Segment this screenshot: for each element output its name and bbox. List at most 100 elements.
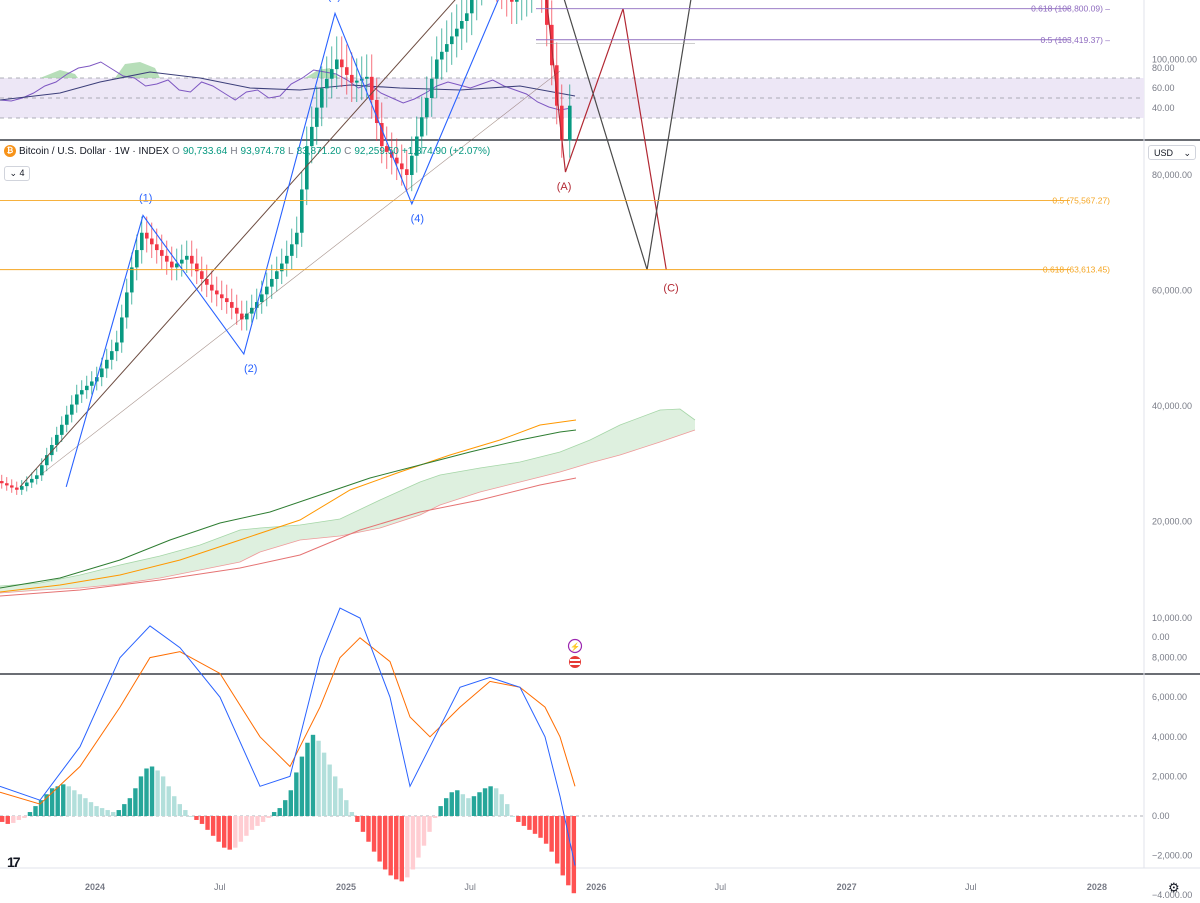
macd-hist-bar — [144, 768, 149, 816]
candle-body — [230, 302, 234, 308]
candle-body — [75, 394, 79, 405]
us-flag-event-icon — [569, 656, 581, 668]
candle-body — [300, 189, 304, 233]
flag-stripe — [570, 659, 580, 661]
macd-hist-bar — [299, 756, 305, 816]
impulse-wave-line — [65, 0, 499, 487]
macd-hist-bar — [266, 816, 271, 818]
macd-hist-bar — [466, 798, 471, 816]
candle-body — [15, 487, 19, 490]
macd-hist-bar — [11, 816, 16, 823]
macd-hist-bar — [555, 816, 560, 864]
candle-body — [435, 59, 439, 79]
macd-hist-bar — [244, 816, 249, 836]
macd-hist-bar — [438, 806, 443, 816]
candle-body — [385, 146, 389, 152]
candle-body — [130, 267, 134, 293]
cloud-edge-top — [0, 408, 696, 587]
macd-hist-bar — [155, 770, 160, 816]
candle-body — [55, 434, 59, 445]
candle-body — [45, 455, 49, 466]
candle-body — [445, 44, 449, 52]
macd-hist-bar — [366, 816, 371, 842]
macd-hist-bar — [83, 798, 88, 816]
fib-levels: 0.618 (108,800.09) – 0.5 (103,419.37) – 0.… — [0, 4, 1110, 275]
macd-hist-bar — [310, 734, 316, 816]
candle-body — [460, 21, 464, 29]
macd-hist-bar — [505, 804, 510, 816]
wave-label: (1) — [139, 192, 152, 204]
macd-hist-bar — [510, 816, 515, 817]
candle-body — [225, 298, 229, 303]
candle-body — [210, 284, 214, 291]
gear-icon[interactable]: ⚙ — [1168, 880, 1180, 895]
macd-hist-bar — [166, 786, 171, 816]
time-tick-label: 2027 — [837, 882, 857, 892]
macd-hist-bar — [27, 812, 33, 816]
low-value: 83,871.20 — [296, 145, 342, 157]
macd-hist-bar — [333, 776, 338, 816]
flag-stripe — [570, 663, 580, 665]
candle-body — [125, 292, 129, 318]
candle-body — [220, 294, 224, 299]
price-axis: 220,000.00200,000.00180,000.00160,000.00… — [1152, 55, 1197, 643]
macd-hist-bar — [149, 766, 155, 816]
wave-label: (C) — [663, 283, 678, 295]
candle-body — [245, 313, 249, 320]
macd-tick-label: −4,000.00 — [1152, 890, 1192, 898]
ma-green — [0, 429, 577, 589]
candle-body — [215, 290, 219, 295]
macd-hist-bar — [388, 816, 393, 876]
candle-body — [60, 424, 64, 435]
macd-hist-bar — [183, 810, 188, 816]
candle-body — [315, 107, 319, 127]
macd-hist-bar — [38, 800, 44, 816]
macd-hist-bar — [549, 816, 554, 852]
candle-body — [405, 169, 409, 175]
macd-hist-bar — [22, 816, 27, 818]
rsi-tick-label: 60.00 — [1152, 83, 1175, 93]
low-label: L — [288, 145, 294, 157]
macd-hist-bar — [72, 790, 77, 816]
macd-hist-bar — [416, 816, 421, 858]
ma-orange — [0, 419, 577, 593]
candle-body — [415, 136, 419, 156]
candle-body — [455, 28, 459, 37]
macd-hist-bar — [233, 816, 238, 848]
macd-hist-bar — [238, 816, 244, 842]
candle-body — [280, 263, 284, 272]
macd-hist-bar — [516, 816, 521, 822]
bitcoin-icon: ₿ — [4, 145, 16, 157]
candle-body — [345, 67, 349, 75]
close-label: C — [344, 145, 352, 157]
candle-body — [260, 294, 264, 303]
candle-body — [335, 59, 339, 70]
time-tick-label: Jul — [965, 882, 977, 892]
macd-hist-bar — [316, 740, 321, 816]
candle-body — [185, 255, 189, 260]
macd-hist-bar — [477, 792, 482, 816]
macd-hist-bar — [444, 798, 449, 816]
macd-hist-bar — [294, 772, 299, 816]
candle-body — [400, 163, 404, 170]
candle-body — [275, 271, 279, 279]
macd-hist-bar — [377, 816, 382, 862]
currency-select[interactable]: USD ⌄ — [1148, 145, 1196, 160]
macd-hist-bar — [349, 812, 355, 816]
candle-body — [5, 483, 9, 486]
macd-hist-bar — [344, 800, 349, 816]
macd-panel — [0, 607, 1144, 894]
macd-line — [0, 607, 576, 866]
indicators-toggle-button[interactable]: ⌄ 4 — [4, 166, 30, 181]
candle-body — [430, 78, 434, 98]
macd-hist-bar — [111, 812, 116, 816]
candle-body — [20, 486, 24, 490]
macd-hist-bar — [527, 816, 532, 830]
wave-labels: (1)(2)(3)(4)(5)(A)(B)(C) — [139, 0, 679, 375]
candle-body — [465, 13, 469, 21]
symbol-header[interactable]: ₿ Bitcoin / U.S. Dollar · 1W · INDEX O 90… — [4, 145, 490, 157]
rsi-axis: 80.00 60.00 40.00 — [1152, 63, 1175, 113]
macd-hist-bar — [399, 816, 404, 882]
macd-hist-bar — [371, 816, 377, 852]
